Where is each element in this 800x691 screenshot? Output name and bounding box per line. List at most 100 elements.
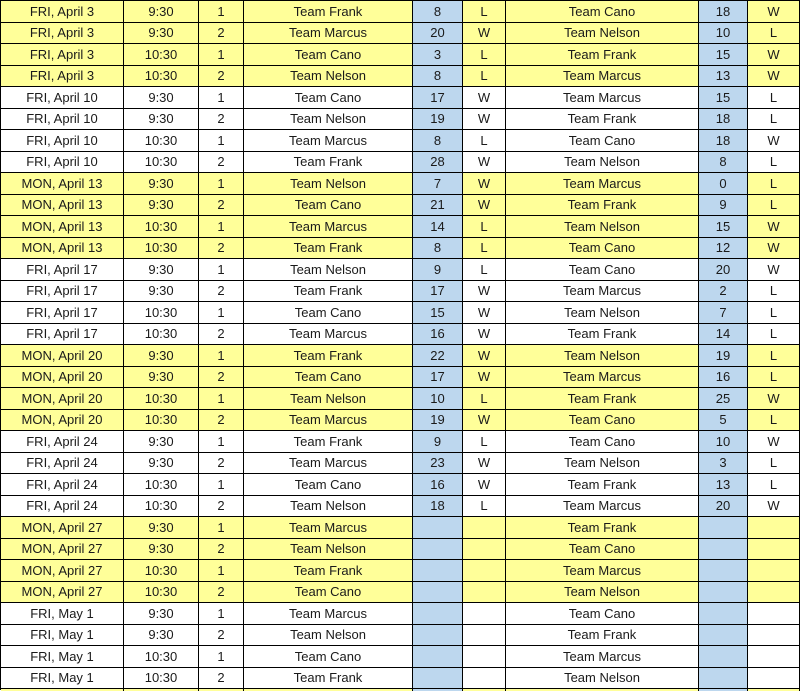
- time-cell: 9:30: [124, 452, 199, 474]
- game-number-cell: 1: [199, 216, 244, 238]
- date-cell: FRI, April 3: [1, 44, 124, 66]
- away-team-cell: Team Cano: [506, 259, 699, 281]
- time-cell: 9:30: [124, 108, 199, 130]
- away-result-cell: W: [748, 65, 800, 87]
- home-result-cell: W: [463, 194, 506, 216]
- date-cell: MON, April 20: [1, 388, 124, 410]
- date-cell: MON, April 27: [1, 581, 124, 603]
- home-score-cell: 17: [413, 87, 463, 109]
- home-result-cell: [463, 581, 506, 603]
- away-team-cell: Team Frank: [506, 474, 699, 496]
- game-number-cell: 2: [199, 409, 244, 431]
- home-team-cell: Team Cano: [244, 474, 413, 496]
- game-number-cell: 1: [199, 388, 244, 410]
- time-cell: 10:30: [124, 44, 199, 66]
- game-number-cell: 2: [199, 280, 244, 302]
- time-cell: 10:30: [124, 560, 199, 582]
- table-row: FRI, April 3 9:30 1 Team Frank 8 L Team …: [1, 1, 800, 23]
- date-cell: FRI, April 17: [1, 280, 124, 302]
- home-score-cell: [413, 538, 463, 560]
- away-team-cell: Team Frank: [506, 323, 699, 345]
- home-result-cell: W: [463, 345, 506, 367]
- away-team-cell: Team Marcus: [506, 495, 699, 517]
- home-score-cell: 22: [413, 345, 463, 367]
- home-score-cell: 7: [413, 173, 463, 195]
- away-team-cell: Team Marcus: [506, 173, 699, 195]
- date-cell: FRI, April 10: [1, 130, 124, 152]
- away-team-cell: Team Marcus: [506, 646, 699, 668]
- table-row: FRI, May 1 9:30 2 Team Nelson Team Frank: [1, 624, 800, 646]
- home-team-cell: Team Cano: [244, 302, 413, 324]
- away-result-cell: W: [748, 216, 800, 238]
- home-team-cell: Team Cano: [244, 366, 413, 388]
- home-score-cell: [413, 667, 463, 689]
- away-result-cell: L: [748, 452, 800, 474]
- home-score-cell: [413, 603, 463, 625]
- away-score-cell: 18: [699, 1, 748, 23]
- away-team-cell: Team Frank: [506, 194, 699, 216]
- away-result-cell: W: [748, 1, 800, 23]
- home-team-cell: Team Frank: [244, 560, 413, 582]
- away-score-cell: 18: [699, 130, 748, 152]
- away-team-cell: Team Cano: [506, 237, 699, 259]
- home-team-cell: Team Cano: [244, 581, 413, 603]
- away-score-cell: [699, 581, 748, 603]
- table-row: MON, April 27 9:30 2 Team Nelson Team Ca…: [1, 538, 800, 560]
- away-team-cell: Team Nelson: [506, 216, 699, 238]
- time-cell: 10:30: [124, 323, 199, 345]
- game-number-cell: 1: [199, 517, 244, 539]
- game-number-cell: 2: [199, 624, 244, 646]
- away-result-cell: [748, 560, 800, 582]
- away-result-cell: [748, 581, 800, 603]
- date-cell: MON, April 13: [1, 194, 124, 216]
- home-team-cell: Team Cano: [244, 194, 413, 216]
- time-cell: 9:30: [124, 259, 199, 281]
- away-score-cell: 19: [699, 345, 748, 367]
- away-team-cell: Team Cano: [506, 603, 699, 625]
- game-number-cell: 2: [199, 667, 244, 689]
- home-team-cell: Team Frank: [244, 667, 413, 689]
- home-score-cell: [413, 581, 463, 603]
- home-score-cell: 8: [413, 237, 463, 259]
- table-row: FRI, May 1 10:30 2 Team Frank Team Nelso…: [1, 667, 800, 689]
- table-row: FRI, April 24 9:30 2 Team Marcus 23 W Te…: [1, 452, 800, 474]
- away-score-cell: [699, 517, 748, 539]
- away-result-cell: W: [748, 259, 800, 281]
- home-score-cell: 18: [413, 495, 463, 517]
- home-team-cell: Team Cano: [244, 87, 413, 109]
- away-score-cell: 12: [699, 237, 748, 259]
- table-row: FRI, May 1 9:30 1 Team Marcus Team Cano: [1, 603, 800, 625]
- table-row: MON, April 13 10:30 2 Team Frank 8 L Tea…: [1, 237, 800, 259]
- date-cell: FRI, April 24: [1, 495, 124, 517]
- time-cell: 10:30: [124, 65, 199, 87]
- home-result-cell: W: [463, 452, 506, 474]
- game-number-cell: 1: [199, 431, 244, 453]
- date-cell: FRI, April 3: [1, 22, 124, 44]
- home-result-cell: [463, 517, 506, 539]
- home-team-cell: Team Nelson: [244, 65, 413, 87]
- home-score-cell: 9: [413, 259, 463, 281]
- date-cell: MON, April 13: [1, 237, 124, 259]
- away-result-cell: W: [748, 431, 800, 453]
- home-score-cell: [413, 624, 463, 646]
- game-number-cell: 1: [199, 474, 244, 496]
- away-team-cell: Team Nelson: [506, 581, 699, 603]
- home-result-cell: W: [463, 302, 506, 324]
- away-score-cell: 15: [699, 216, 748, 238]
- home-team-cell: Team Nelson: [244, 538, 413, 560]
- away-team-cell: Team Cano: [506, 409, 699, 431]
- table-row: FRI, April 17 9:30 2 Team Frank 17 W Tea…: [1, 280, 800, 302]
- home-result-cell: L: [463, 216, 506, 238]
- time-cell: 10:30: [124, 474, 199, 496]
- home-team-cell: Team Nelson: [244, 259, 413, 281]
- date-cell: MON, April 13: [1, 173, 124, 195]
- home-team-cell: Team Nelson: [244, 173, 413, 195]
- home-result-cell: W: [463, 108, 506, 130]
- date-cell: FRI, April 10: [1, 151, 124, 173]
- away-team-cell: Team Nelson: [506, 345, 699, 367]
- home-score-cell: 8: [413, 65, 463, 87]
- away-result-cell: [748, 603, 800, 625]
- home-team-cell: Team Frank: [244, 151, 413, 173]
- table-row: MON, April 13 10:30 1 Team Marcus 14 L T…: [1, 216, 800, 238]
- time-cell: 9:30: [124, 173, 199, 195]
